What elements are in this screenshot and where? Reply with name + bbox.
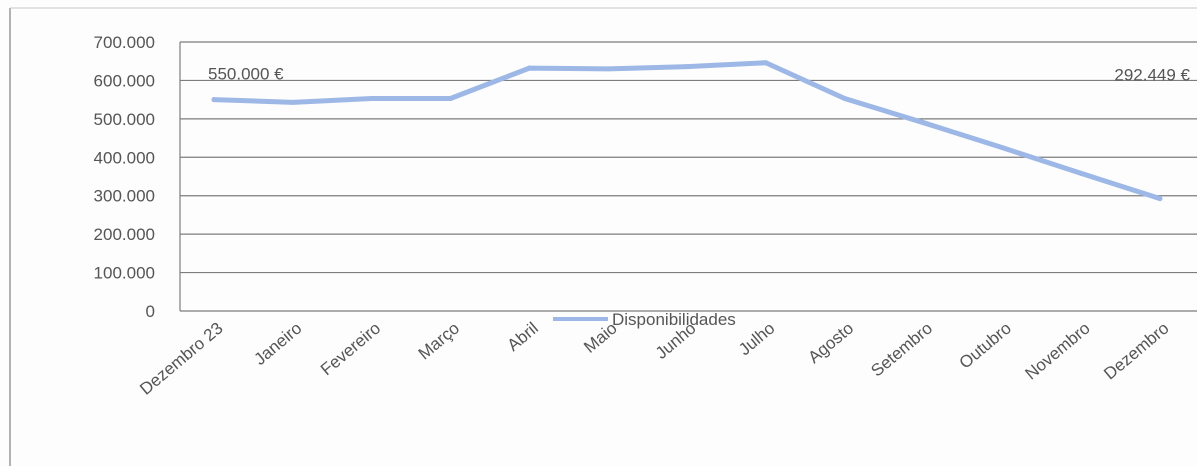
y-tick-label: 300.000 [94,187,155,206]
x-tick-label: Julho [735,319,778,360]
y-tick-label: 400.000 [94,148,155,167]
legend-label: Disponibilidades [612,310,736,329]
data-point [605,66,611,72]
y-tick-label: 0 [146,302,155,321]
data-point [999,145,1005,151]
x-tick-label: Dezembro [1100,319,1172,384]
data-point [290,99,296,105]
data-point [1157,196,1163,202]
x-tick-label: Outubro [956,319,1015,373]
y-tick-label: 100.000 [94,264,155,283]
x-tick-label: Janeiro [250,319,305,369]
data-label: 550.000 € [208,65,284,84]
data-point [684,64,690,70]
data-point [526,65,532,71]
data-point [1078,170,1084,176]
y-tick-label: 500.000 [94,110,155,129]
x-tick-label: Novembro [1021,319,1093,384]
x-tick-label: Fevereiro [317,319,384,380]
data-point [448,95,453,101]
x-tick-label: Dezembro 23 [136,319,226,399]
y-tick-label: 200.000 [94,225,155,244]
data-label: 292.449 € [1114,66,1190,85]
x-tick-label: Abril [504,319,542,355]
data-point [211,97,217,103]
x-tick-label: Março [415,319,463,364]
data-point [842,95,848,101]
x-tick-label: Setembro [867,319,936,381]
data-point [763,60,769,66]
y-tick-label: 700.000 [94,33,155,52]
data-point [921,120,926,126]
x-tick-label: Agosto [804,319,857,368]
series-line-disponibilidades [211,60,1163,202]
y-tick-label: 600.000 [94,71,155,90]
data-point [369,95,375,101]
